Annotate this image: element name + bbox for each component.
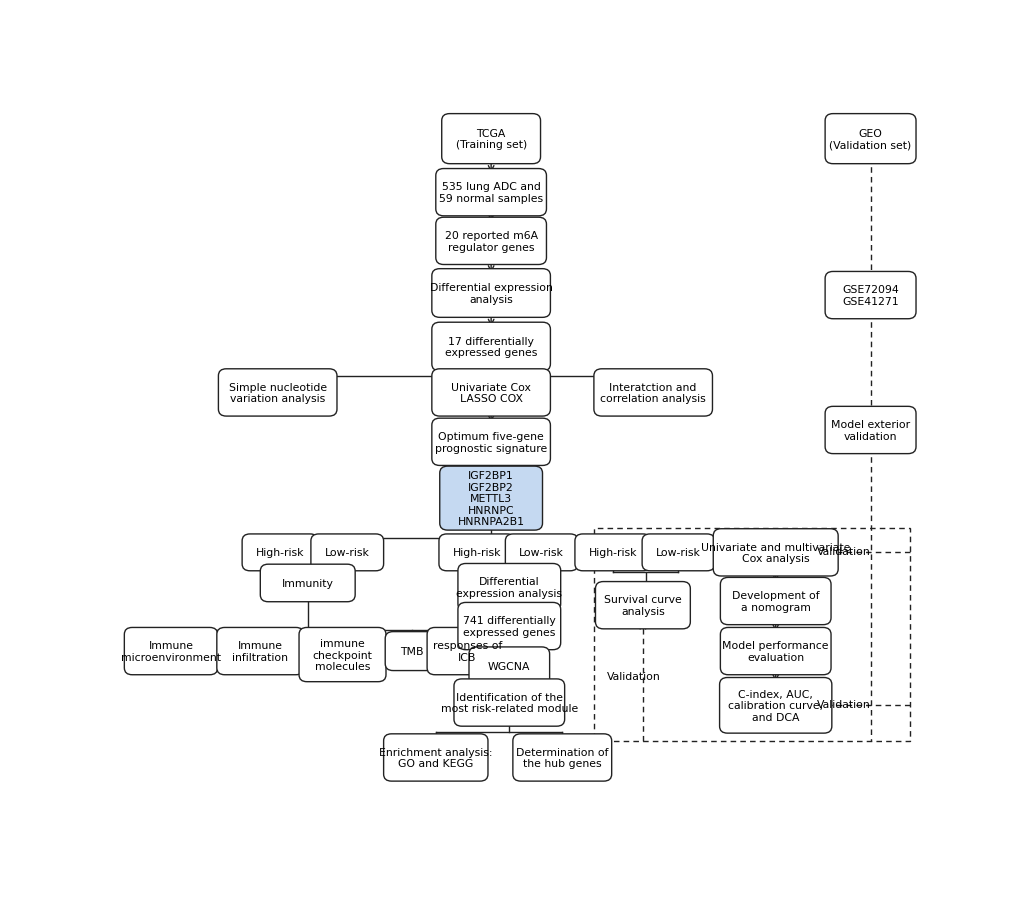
FancyBboxPatch shape	[242, 534, 318, 571]
Text: GSE72094
GSE41271: GSE72094 GSE41271	[842, 285, 898, 307]
Text: Model performance
evaluation: Model performance evaluation	[721, 640, 828, 662]
FancyBboxPatch shape	[260, 565, 355, 602]
Text: WGCNA: WGCNA	[487, 662, 530, 672]
Text: Immune
microenvironment: Immune microenvironment	[121, 640, 221, 662]
Text: 741 differentially
expressed genes: 741 differentially expressed genes	[463, 615, 555, 637]
FancyBboxPatch shape	[431, 323, 550, 372]
Text: 535 lung ADC and
59 normal samples: 535 lung ADC and 59 normal samples	[438, 182, 543, 204]
FancyBboxPatch shape	[593, 370, 712, 417]
Text: Development of
a nomogram: Development of a nomogram	[732, 591, 818, 612]
Text: Validation: Validation	[816, 699, 869, 709]
Text: Enrichment analysis:
GO and KEGG: Enrichment analysis: GO and KEGG	[379, 747, 492, 769]
FancyBboxPatch shape	[385, 632, 438, 671]
FancyBboxPatch shape	[718, 677, 832, 733]
Text: Validation: Validation	[816, 547, 869, 557]
Text: TCGA
(Training set): TCGA (Training set)	[455, 129, 526, 151]
FancyBboxPatch shape	[824, 115, 915, 164]
FancyBboxPatch shape	[712, 529, 838, 576]
Text: Simple nucleotide
variation analysis: Simple nucleotide variation analysis	[228, 382, 326, 404]
FancyBboxPatch shape	[124, 628, 217, 675]
FancyBboxPatch shape	[299, 628, 385, 682]
FancyBboxPatch shape	[513, 734, 611, 781]
Text: Low-risk: Low-risk	[324, 548, 369, 557]
FancyBboxPatch shape	[719, 578, 830, 625]
FancyBboxPatch shape	[435, 218, 546, 265]
Text: Low-risk: Low-risk	[519, 548, 564, 557]
FancyBboxPatch shape	[439, 466, 542, 530]
Text: Model exterior
validation: Model exterior validation	[830, 419, 909, 441]
FancyBboxPatch shape	[431, 270, 550, 318]
Text: immune
checkpoint
molecules: immune checkpoint molecules	[312, 639, 372, 671]
Text: Univariate and multivariate
Cox analysis: Univariate and multivariate Cox analysis	[700, 542, 850, 564]
Text: Differential expression
analysis: Differential expression analysis	[429, 283, 552, 305]
FancyBboxPatch shape	[824, 407, 915, 454]
Text: 20 reported m6A
regulator genes: 20 reported m6A regulator genes	[444, 231, 537, 253]
Text: Validation: Validation	[606, 671, 659, 681]
FancyBboxPatch shape	[438, 534, 515, 571]
FancyBboxPatch shape	[311, 534, 383, 571]
FancyBboxPatch shape	[427, 628, 507, 675]
Text: Univariate Cox
LASSO COX: Univariate Cox LASSO COX	[450, 382, 531, 404]
Text: Survival curve
analysis: Survival curve analysis	[603, 594, 681, 616]
Text: Immune
infiltration: Immune infiltration	[232, 640, 288, 662]
Text: High-risk: High-risk	[452, 548, 500, 557]
FancyBboxPatch shape	[441, 115, 540, 164]
Text: IGF2BP1
IGF2BP2
METTL3
HNRNPC
HNRNPA2B1: IGF2BP1 IGF2BP2 METTL3 HNRNPC HNRNPA2B1	[458, 471, 524, 527]
FancyBboxPatch shape	[642, 534, 714, 571]
Text: Optimum five-gene
prognostic signature: Optimum five-gene prognostic signature	[434, 431, 547, 453]
Text: C-index, AUC,
calibration curve,
and DCA: C-index, AUC, calibration curve, and DCA	[728, 689, 822, 723]
Text: Low-risk: Low-risk	[655, 548, 700, 557]
FancyBboxPatch shape	[575, 534, 650, 571]
Text: High-risk: High-risk	[588, 548, 637, 557]
FancyBboxPatch shape	[217, 628, 304, 675]
Text: TMB: TMB	[399, 647, 424, 657]
Text: High-risk: High-risk	[256, 548, 304, 557]
Text: 17 differentially
expressed genes: 17 differentially expressed genes	[444, 336, 537, 358]
FancyBboxPatch shape	[435, 170, 546, 216]
FancyBboxPatch shape	[383, 734, 487, 781]
FancyBboxPatch shape	[595, 582, 690, 630]
Text: Differential
expression analysis: Differential expression analysis	[455, 576, 561, 598]
FancyBboxPatch shape	[453, 679, 565, 726]
Text: Interatction and
correlation analysis: Interatction and correlation analysis	[600, 382, 705, 404]
Text: responses of
ICB: responses of ICB	[432, 640, 501, 662]
FancyBboxPatch shape	[218, 370, 336, 417]
FancyBboxPatch shape	[504, 534, 578, 571]
Text: Identification of the
most risk-related module: Identification of the most risk-related …	[440, 692, 578, 713]
Text: Determination of
the hub genes: Determination of the hub genes	[516, 747, 608, 769]
FancyBboxPatch shape	[458, 603, 560, 650]
Text: GEO
(Validation set): GEO (Validation set)	[828, 129, 911, 151]
FancyBboxPatch shape	[469, 648, 549, 686]
FancyBboxPatch shape	[824, 272, 915, 319]
FancyBboxPatch shape	[719, 628, 830, 675]
Text: Immunity: Immunity	[281, 578, 333, 588]
FancyBboxPatch shape	[431, 370, 550, 417]
FancyBboxPatch shape	[458, 564, 560, 611]
FancyBboxPatch shape	[431, 419, 550, 466]
Bar	[593, 529, 909, 741]
